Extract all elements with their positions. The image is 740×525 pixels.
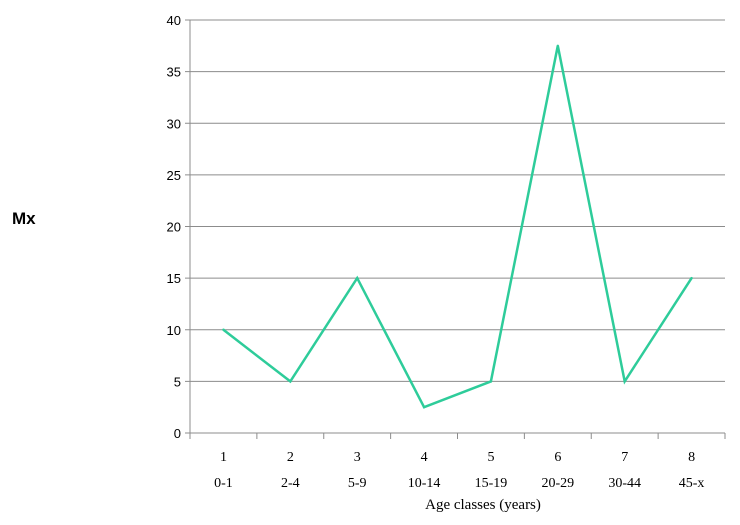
y-tick-label: 5 bbox=[174, 374, 181, 389]
y-tick-label: 40 bbox=[167, 13, 181, 28]
x-tick-label: 2-4 bbox=[281, 476, 300, 491]
grid-lines bbox=[190, 19, 725, 382]
x-tick-number: 3 bbox=[354, 450, 361, 465]
data-point bbox=[289, 380, 292, 383]
x-tick-number: 8 bbox=[688, 450, 695, 465]
x-tick-labels: 1 0-1 2 2-4 3 5-9 4 10-14 5 15-19 6 20-29 7 30-44 8 45-… bbox=[214, 450, 704, 491]
x-tick-number: 2 bbox=[287, 450, 294, 465]
x-tick-number: 7 bbox=[621, 450, 628, 465]
x-tick-label: 5-9 bbox=[348, 476, 367, 491]
x-tick-number: 4 bbox=[421, 450, 428, 465]
x-axis-label: Age classes (years) bbox=[425, 497, 541, 513]
y-tick-labels: 0 5 10 15 20 25 30 35 40 bbox=[167, 13, 181, 441]
y-tick-label: 0 bbox=[174, 426, 181, 441]
y-tick-label: 35 bbox=[167, 65, 181, 80]
data-point bbox=[489, 380, 493, 383]
y-tick-label: 30 bbox=[167, 116, 181, 131]
x-tick-label: 45-x bbox=[679, 476, 705, 491]
x-tick-label: 20-29 bbox=[541, 476, 574, 491]
data-point bbox=[623, 380, 626, 383]
y-tick-label: 10 bbox=[167, 323, 181, 338]
x-tick-label: 30-44 bbox=[608, 476, 641, 491]
y-tick-label: 15 bbox=[167, 271, 181, 286]
axes bbox=[185, 19, 726, 439]
x-tick-number: 6 bbox=[554, 450, 561, 465]
x-tick-number: 1 bbox=[220, 450, 227, 465]
y-axis-label: Mx bbox=[12, 209, 36, 228]
data-point bbox=[222, 328, 225, 331]
x-tick-label: 15-19 bbox=[475, 476, 508, 491]
x-tick-number: 5 bbox=[487, 450, 494, 465]
data-point bbox=[355, 276, 359, 280]
data-point bbox=[556, 44, 560, 48]
y-tick-label: 20 bbox=[167, 220, 181, 235]
data-point bbox=[422, 405, 426, 409]
series-layer bbox=[222, 44, 693, 409]
x-tick-label: 10-14 bbox=[408, 476, 441, 491]
data-point bbox=[690, 276, 693, 280]
y-tick-label: 25 bbox=[167, 168, 181, 183]
x-tick-label: 0-1 bbox=[214, 476, 233, 491]
series-line bbox=[222, 45, 693, 409]
